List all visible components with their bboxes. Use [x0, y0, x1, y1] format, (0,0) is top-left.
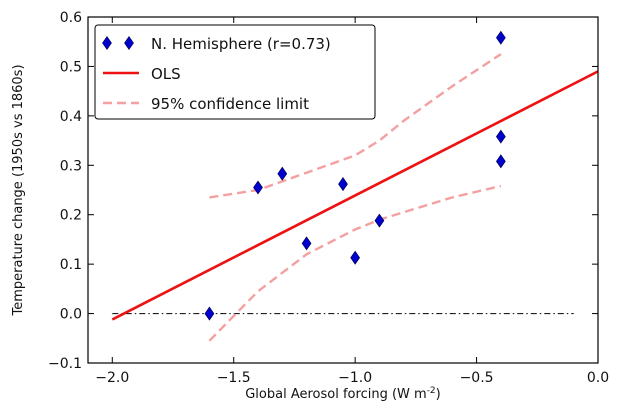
legend-label: N. Hemisphere (r=0.73) — [151, 35, 331, 53]
x-axis-label: Global Aerosol forcing (W m-2) — [245, 386, 441, 402]
y-axis-label: Temperature change (1950s vs 1860s) — [11, 64, 26, 316]
data-point-1 — [253, 180, 263, 195]
data-point-9 — [495, 154, 506, 169]
legend-items: N. Hemisphere (r=0.73) OLS 95% confidence… — [102, 35, 331, 113]
y-tick-label: 0.4 — [60, 109, 82, 125]
y-tick-label: 0.0 — [60, 307, 82, 323]
data-point-0 — [204, 306, 215, 321]
x-axis-label-text: Global Aerosol forcing (W m — [245, 387, 426, 402]
x-axis-label-superscript: -2 — [427, 386, 436, 396]
y-tick-label: 0.3 — [60, 158, 82, 174]
legend: N. Hemisphere (r=0.73) OLS 95% confidence… — [94, 24, 376, 120]
confidence-limit-line-2 — [209, 53, 502, 199]
data-point-7 — [495, 30, 506, 45]
data-point-4 — [338, 177, 348, 192]
x-tick-label: −1.5 — [217, 370, 251, 386]
confidence-limit-line-3 — [208, 184, 502, 342]
legend-label: 95% confidence limit — [151, 95, 309, 113]
data-point-5 — [350, 250, 361, 265]
x-tick-label: 0.0 — [587, 370, 609, 386]
plot-area — [111, 30, 599, 342]
data-point-6 — [374, 213, 385, 228]
y-tick-label: 0.2 — [60, 208, 82, 224]
ols-line — [111, 70, 599, 321]
data-point-3 — [301, 236, 312, 251]
axis-ticks: −2.0 −1.5 −1.0 −0.5 0.0 −0.1 0.0 0.1 0.2 0.3 0.4 0.… — [48, 10, 609, 386]
legend-label: OLS — [151, 65, 181, 83]
y-tick-label: 0.1 — [60, 257, 82, 273]
x-tick-label: −0.5 — [460, 370, 494, 386]
x-axis-label-close: ) — [436, 387, 441, 402]
y-tick-label: −0.1 — [48, 356, 82, 372]
x-tick-label: −2.0 — [95, 370, 129, 386]
x-tick-label: −1.0 — [338, 370, 372, 386]
legend-diamond-icon — [102, 35, 112, 51]
legend-diamond-icon — [124, 35, 134, 51]
data-point-8 — [495, 129, 506, 144]
plot-frame — [87, 16, 599, 364]
y-tick-label: 0.5 — [60, 59, 82, 75]
y-tick-label: 0.6 — [60, 10, 82, 26]
legend-box — [94, 24, 376, 120]
data-point-2 — [277, 166, 288, 181]
